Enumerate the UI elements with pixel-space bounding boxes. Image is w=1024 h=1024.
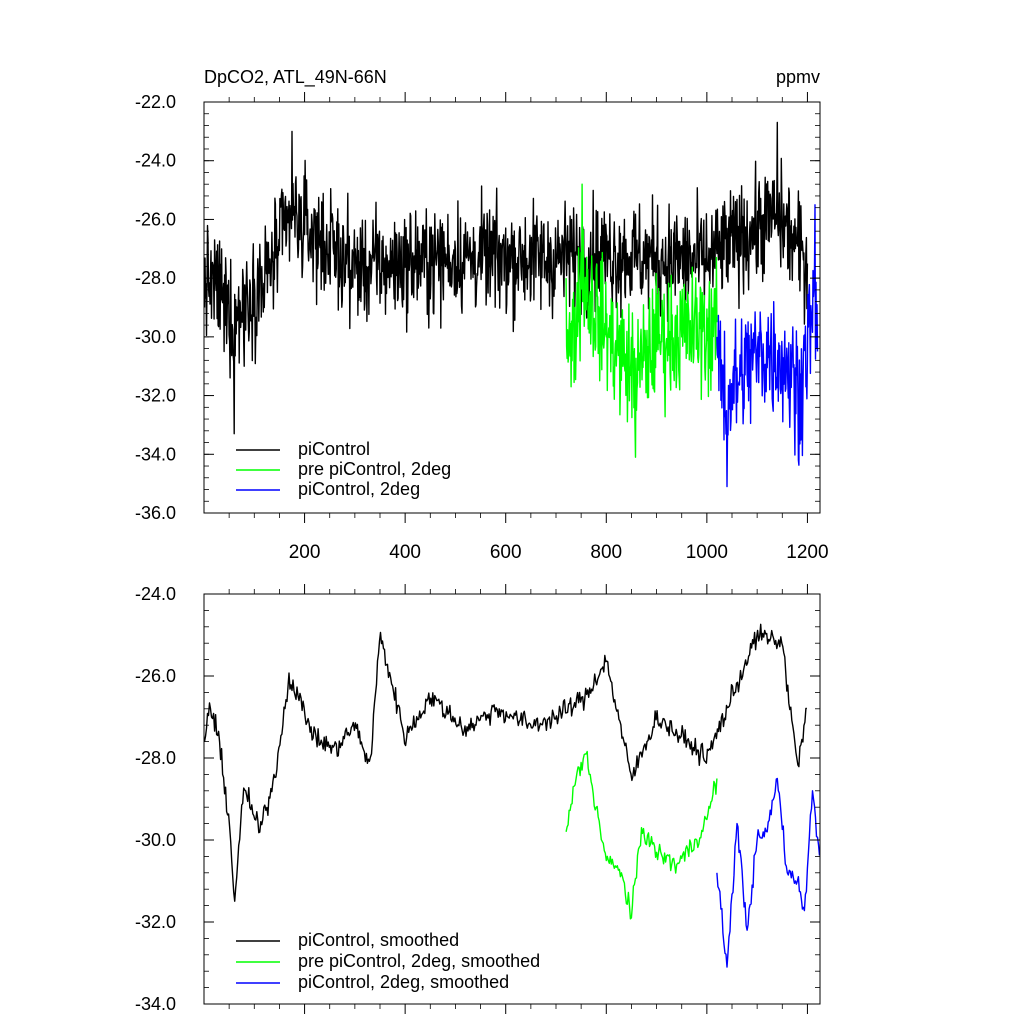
ytick-label-0-2: -26.0 xyxy=(135,209,176,229)
top-plot-frame xyxy=(203,101,821,514)
ytick-label-1-3: -30.0 xyxy=(135,830,176,850)
legend-label-1-0: piControl, smoothed xyxy=(298,930,459,950)
series-line-0-0 xyxy=(203,121,809,435)
ytick-label-1-1: -26.0 xyxy=(135,666,176,686)
legend-label-0-1: pre piControl, 2deg xyxy=(298,459,451,479)
xtick-label-0: 200 xyxy=(289,542,321,563)
ytick-label-0-5: -32.0 xyxy=(135,386,176,406)
chart-panel-top: DpCO2, ATL_49N-66N ppmv -22.0-24.0-26.0-… xyxy=(135,67,829,563)
series-line-1-2 xyxy=(716,777,821,968)
xtick-label-4: 1000 xyxy=(686,542,728,563)
series-line-0-2 xyxy=(716,204,819,488)
ytick-label-1-5: -34.0 xyxy=(135,994,176,1014)
ytick-label-1-4: -32.0 xyxy=(135,912,176,932)
legend-label-0-0: piControl xyxy=(298,439,370,459)
series-line-0-1 xyxy=(565,183,718,458)
chart-units: ppmv xyxy=(776,67,820,87)
legend-label-0-2: piControl, 2deg xyxy=(298,479,420,499)
ytick-label-0-1: -24.0 xyxy=(135,151,176,171)
series-line-1-0 xyxy=(203,623,807,902)
top-ticks-group: -22.0 -24.0 -26.0 -28.0 -30.0 -32.0 -34.0 -36.0… xyxy=(135,92,829,563)
ytick-label-1-2: -28.0 xyxy=(135,748,176,768)
ytick-label-1-0: -24.0 xyxy=(135,584,176,604)
xtick-label-3: 800 xyxy=(590,542,622,563)
ytick-label-0-7: -36.0 xyxy=(135,503,176,523)
legend-label-1-1: pre piControl, 2deg, smoothed xyxy=(298,951,540,971)
ytick-label-0-6: -34.0 xyxy=(135,444,176,464)
bottom-ticks-group: -24.0 -26.0 -28.0 -30.0 -32.0 -34.0 xyxy=(135,584,820,1014)
xtick-label-5: 1200 xyxy=(786,542,828,563)
ytick-label-0-3: -28.0 xyxy=(135,268,176,288)
chart-title: DpCO2, ATL_49N-66N xyxy=(204,67,387,88)
ytick-label-0-4: -30.0 xyxy=(135,327,176,347)
top-series-group xyxy=(203,121,819,488)
bottom-plot-frame xyxy=(203,593,821,1005)
chart-panel-bottom: -24.0 -26.0 -28.0 -30.0 -32.0 -34.0 piControl… xyxy=(135,584,821,1014)
bottom-series-group xyxy=(203,623,821,968)
xtick-label-1: 400 xyxy=(389,542,421,563)
xtick-label-2: 600 xyxy=(490,542,522,563)
series-line-1-1 xyxy=(565,750,718,920)
legend-label-1-2: piControl, 2deg, smoothed xyxy=(298,972,509,992)
ytick-label-0-0: -22.0 xyxy=(135,92,176,112)
